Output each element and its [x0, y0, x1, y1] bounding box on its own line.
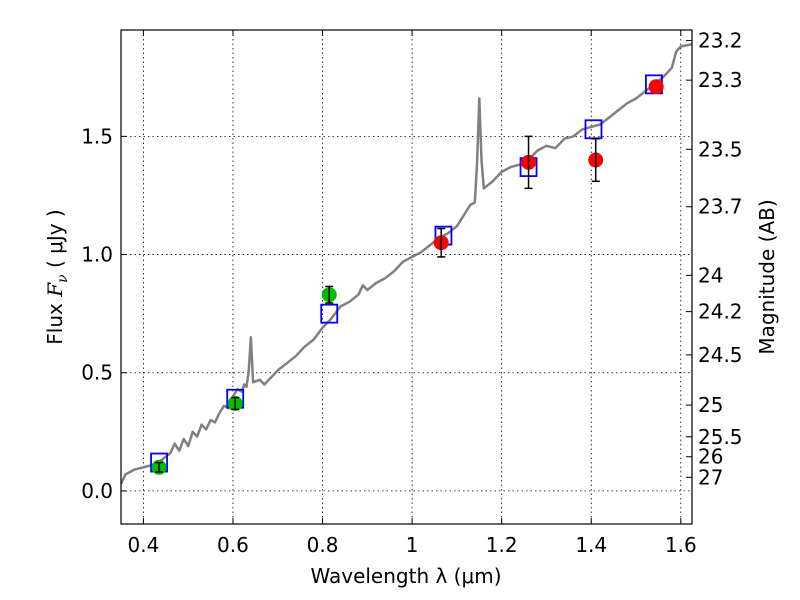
tick-layer: 0.4 0.6 0.8 1 1.2 1.4 1.6 0.0 0.5 1.0 1.5 23.2 23.3 2…: [81, 29, 742, 557]
y-axis-label-symbol: F: [43, 282, 67, 298]
y-axis-label-prefix: Flux: [43, 297, 67, 345]
y-tick-label: 0.5: [81, 361, 113, 385]
y2-tick-label: 24.2: [698, 300, 743, 324]
y2-tick-label: 25.5: [698, 425, 743, 449]
observed-red-point: [648, 79, 664, 95]
y-tick-label: 1.0: [81, 243, 113, 267]
spectrum-line: [119, 42, 693, 485]
y2-tick-label: 23.3: [698, 68, 743, 92]
x-axis-label: Wavelength λ (μm): [310, 564, 501, 588]
y2-tick-label: 25: [698, 393, 723, 417]
spectrum-layer: [119, 42, 693, 485]
x-tick-label: 1.4: [575, 533, 607, 557]
x-tick-label: 1: [406, 533, 419, 557]
y2-tick-label: 23.2: [698, 29, 743, 53]
y-axis-label-suffix: ( μJy ): [43, 209, 67, 274]
y2-tick-label: 23.5: [698, 137, 743, 161]
y-axis-label-subscript: ν: [55, 274, 71, 283]
grid-lines: [121, 30, 692, 524]
marker-layer: [150, 74, 664, 475]
plot-frame: [120, 29, 693, 525]
x-tick-label: 1.2: [486, 533, 518, 557]
x-tick-label: 0.6: [217, 533, 249, 557]
x-tick-label: 0.8: [307, 533, 339, 557]
y-tick-label: 1.5: [81, 124, 113, 148]
y2-tick-label: 27: [698, 465, 723, 489]
y-axis-label: Flux Fν ( μJy ): [43, 209, 71, 344]
y2-tick-label: 24.5: [698, 343, 743, 367]
x-tick-label: 1.6: [665, 533, 697, 557]
model-photometry-square: [320, 303, 339, 324]
y2-tick-label: 26: [698, 445, 723, 469]
y-tick-label: 0.0: [81, 479, 113, 503]
y2-tick-label: 24: [698, 263, 723, 287]
y2-tick-label: 23.7: [698, 195, 743, 219]
x-tick-label: 0.4: [127, 533, 159, 557]
y2-axis-label: Magnitude (AB): [755, 199, 779, 354]
